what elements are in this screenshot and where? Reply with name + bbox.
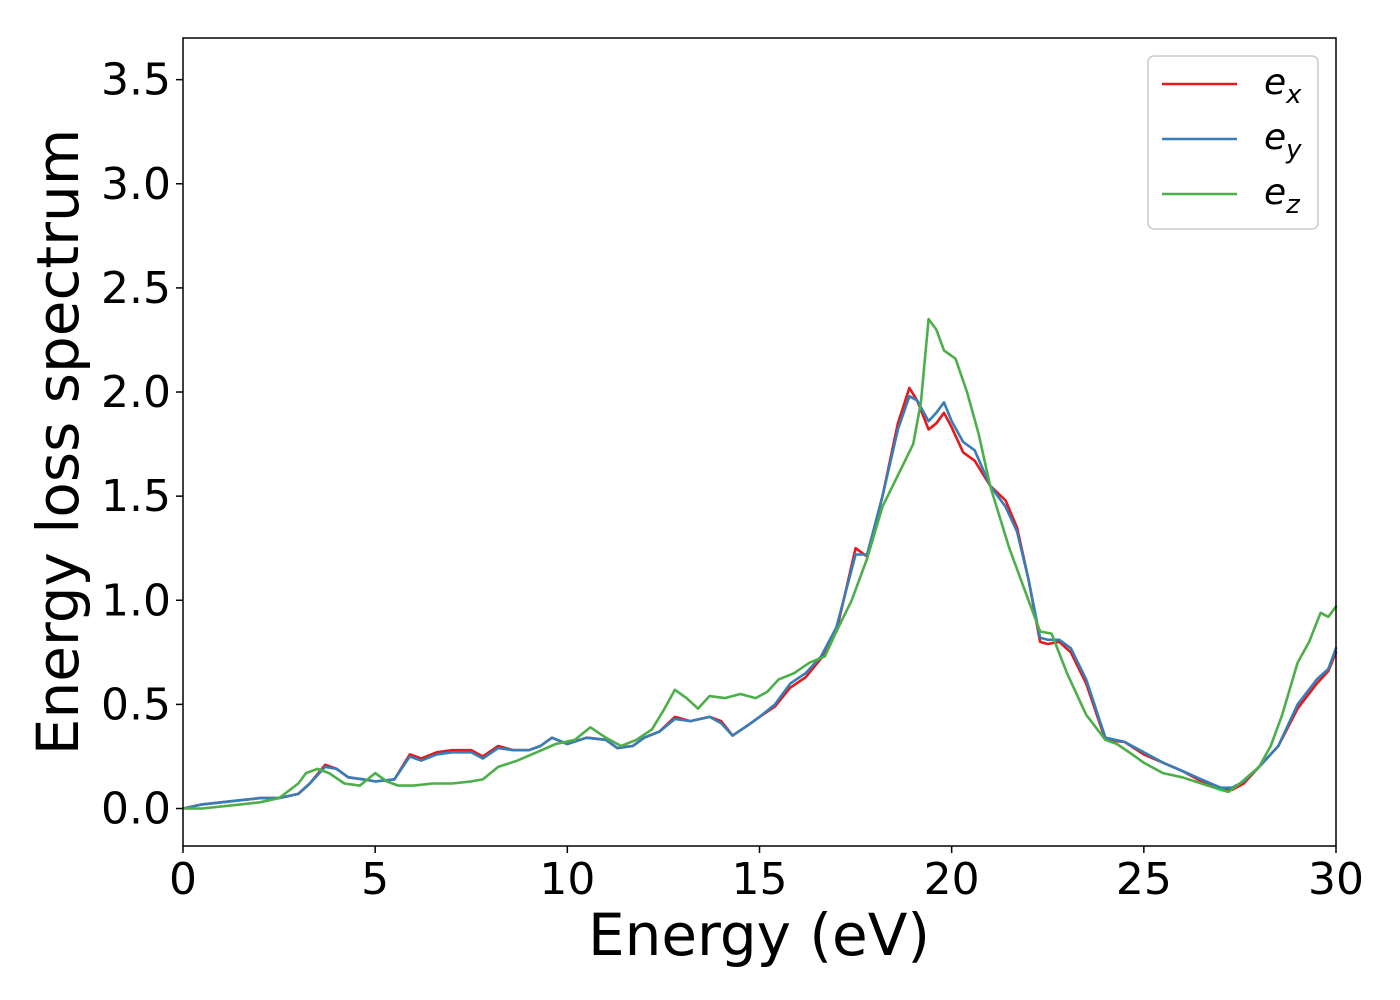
- y-tick-label: 1.5: [101, 471, 171, 522]
- y-tick-label: 0.5: [101, 679, 171, 730]
- x-tick-label: 25: [1116, 854, 1172, 905]
- x-tick-label: 5: [361, 854, 389, 905]
- x-tick-label: 0: [169, 854, 197, 905]
- y-tick-label: 1.0: [101, 575, 171, 626]
- series-line-z: [181, 317, 1338, 810]
- y-tick-label: 3.5: [101, 55, 171, 106]
- x-tick-label: 10: [539, 854, 595, 905]
- y-tick-label: 2.5: [101, 263, 171, 314]
- series-line-y: [181, 394, 1338, 810]
- x-tick-label: 30: [1308, 854, 1364, 905]
- y-axis-title: Energy loss spectrum: [24, 129, 92, 755]
- x-tick-label: 20: [924, 854, 980, 905]
- x-tick-label: 15: [732, 854, 788, 905]
- x-axis-title: Energy (eV): [588, 901, 930, 969]
- y-axis: 0.0 0.5 1.0 1.5 2.0 2.5 3.0 3.5: [101, 55, 183, 835]
- y-tick-label: 0.0: [101, 784, 171, 835]
- series-layer: [181, 317, 1338, 810]
- y-tick-label: 2.0: [101, 367, 171, 418]
- x-axis: 0 5 10 15 20 25 30: [169, 846, 1364, 905]
- legend-box: [1147, 55, 1319, 230]
- y-tick-label: 3.0: [101, 159, 171, 210]
